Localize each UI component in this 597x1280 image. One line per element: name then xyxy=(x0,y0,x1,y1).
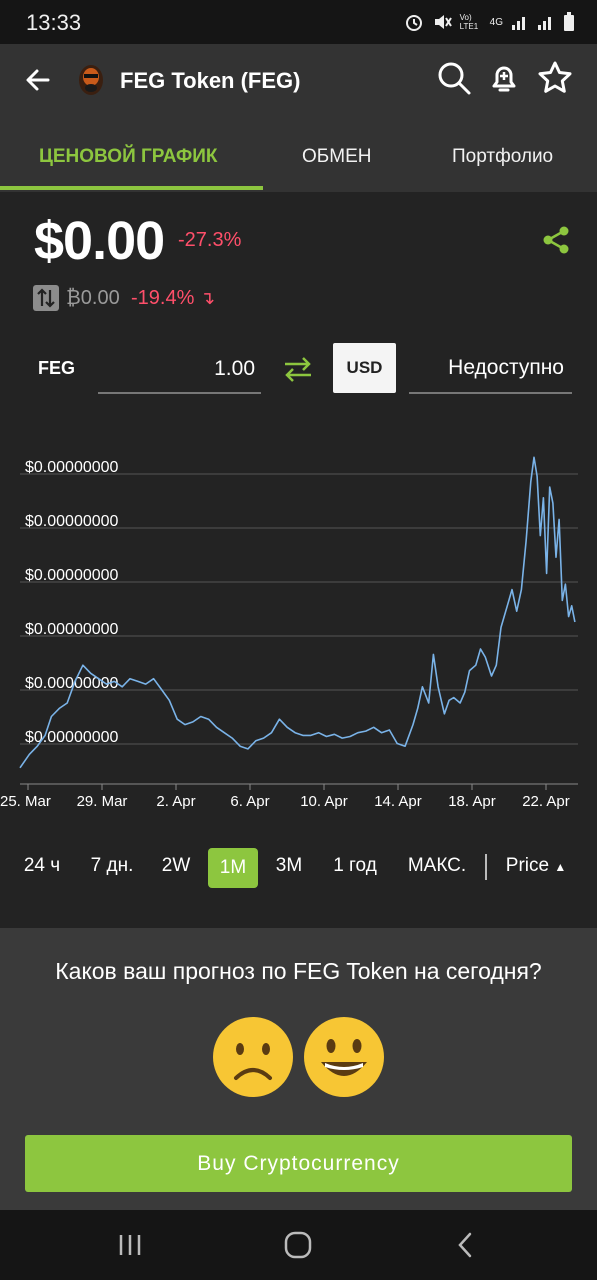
arrow-left-icon[interactable] xyxy=(20,62,56,98)
x-tick-label: 25. Mar xyxy=(0,793,51,810)
prediction-panel: Каков ваш прогноз по FEG Token на сегодн… xyxy=(0,928,597,1116)
y-tick-label: $0.00000000 xyxy=(25,675,119,692)
signal-icon-2 xyxy=(538,17,551,30)
range-2w[interactable]: 2W xyxy=(161,855,191,876)
x-tick-label: 18. Apr xyxy=(448,793,496,810)
buy-area: Buy Cryptocurrency xyxy=(0,1116,597,1210)
x-tick-label: 29. Mar xyxy=(77,793,128,810)
y-tick-label: $0.00000000 xyxy=(25,459,119,476)
price-btc: ₿0.00 xyxy=(66,287,120,309)
y-tick-label: $0.00000000 xyxy=(25,567,119,584)
caret-up-icon: ▲ xyxy=(554,860,567,874)
sad-face-icon[interactable] xyxy=(212,1016,294,1098)
tab-portfolio[interactable]: Портфолио xyxy=(452,146,554,167)
battery-icon xyxy=(564,12,574,31)
system-nav-bar xyxy=(0,1210,597,1280)
mute-icon xyxy=(434,15,452,29)
search-icon[interactable] xyxy=(436,60,472,96)
currency-select-button[interactable]: USD xyxy=(333,343,396,393)
tab-exchange[interactable]: ОБМЕН xyxy=(302,146,372,167)
price-usd-change: -27.3% xyxy=(178,229,242,251)
volte-label: Vo) LTE1 xyxy=(459,13,479,31)
range-divider xyxy=(485,854,487,880)
swap-icon[interactable] xyxy=(283,355,313,383)
bell-plus-icon[interactable] xyxy=(486,60,522,96)
network-label: 4G xyxy=(489,16,503,28)
status-icons: Vo) LTE1 4G xyxy=(404,12,575,32)
share-icon[interactable] xyxy=(540,224,572,256)
converter-result: Недоступно xyxy=(409,346,572,394)
converter-amount-input[interactable] xyxy=(98,346,261,394)
y-tick-label: $0.00000000 xyxy=(25,621,119,638)
x-tick-label: 14. Apr xyxy=(374,793,422,810)
price-chart[interactable]: $0.00000000 $0.00000000 $0.00000000 $0.0000… xyxy=(0,440,597,820)
app-bar: FEG Token (FEG) xyxy=(0,44,597,120)
x-tick-label: 6. Apr xyxy=(230,793,269,810)
range-max[interactable]: МАКС. xyxy=(407,855,467,876)
star-icon[interactable] xyxy=(537,60,573,96)
range-3m[interactable]: 3M xyxy=(275,855,303,876)
status-bar: 13:33 Vo) LTE1 4G xyxy=(0,0,597,44)
x-tick-label: 22. Apr xyxy=(522,793,570,810)
price-series-line xyxy=(19,456,576,769)
tab-price-chart[interactable]: ЦЕНОВОЙ ГРАФИК xyxy=(39,146,218,167)
x-tick-label: 10. Apr xyxy=(300,793,348,810)
price-btc-change: -19.4% ↴ xyxy=(131,287,216,309)
page-title: FEG Token (FEG) xyxy=(120,68,301,93)
y-tick-label: $0.00000000 xyxy=(25,513,119,530)
range-7d[interactable]: 7 дн. xyxy=(90,855,134,876)
prediction-question: Каков ваш прогноз по FEG Token на сегодн… xyxy=(55,958,542,984)
feg-logo-icon xyxy=(79,65,103,95)
back-nav-icon[interactable] xyxy=(449,1228,483,1262)
time-range-selector: 24 ч 7 дн. 2W 1M 3M 1 год МАКС. Price ▲ xyxy=(0,846,597,890)
price-usd: $0.00 xyxy=(34,211,165,271)
range-1m[interactable]: 1M xyxy=(208,848,258,888)
home-icon[interactable] xyxy=(281,1228,315,1262)
x-tick-label: 2. Apr xyxy=(156,793,195,810)
y-tick-label: $0.00000000 xyxy=(25,729,119,746)
swap-vertical-icon xyxy=(33,285,59,311)
happy-face-icon[interactable] xyxy=(303,1016,385,1098)
converter-from-label: FEG xyxy=(38,358,76,378)
price-toggle-button[interactable]: Price ▲ xyxy=(505,855,567,876)
alarm-icon xyxy=(405,15,422,31)
range-24h[interactable]: 24 ч xyxy=(23,855,61,876)
tab-indicator xyxy=(0,186,263,190)
trend-down-icon: ↴ xyxy=(199,288,216,308)
recent-apps-icon[interactable] xyxy=(113,1228,147,1262)
buy-cryptocurrency-button[interactable]: Buy Cryptocurrency xyxy=(25,1135,572,1192)
signal-icon xyxy=(512,17,525,30)
tab-bar: ЦЕНОВОЙ ГРАФИК ОБМЕН Портфолио xyxy=(0,120,597,192)
status-time: 13:33 xyxy=(26,10,82,35)
range-1y[interactable]: 1 год xyxy=(333,855,377,876)
